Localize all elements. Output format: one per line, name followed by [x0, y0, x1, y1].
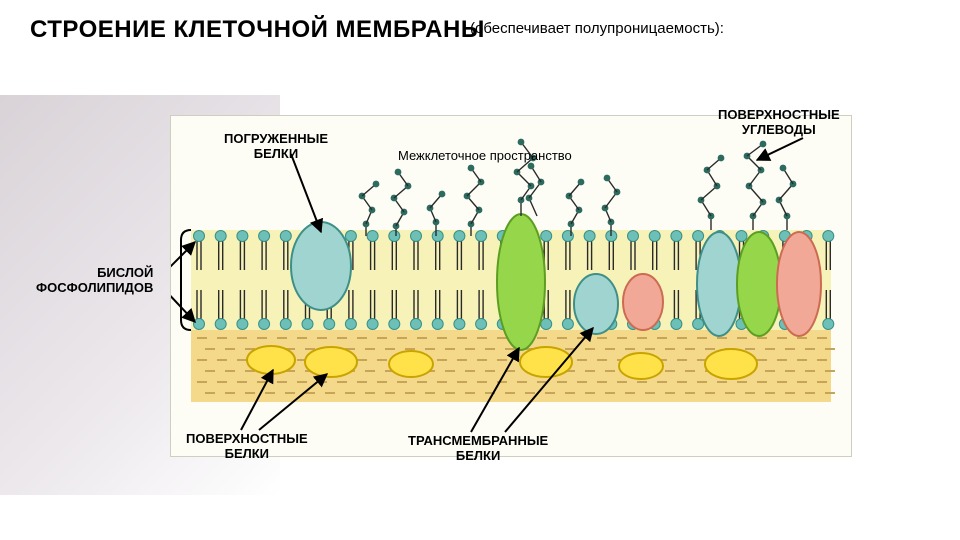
label-surface-carbs: ПОВЕРХНОСТНЫЕ УГЛЕВОДЫ [718, 108, 840, 138]
protein-surface [305, 347, 357, 377]
slide-title: СТРОЕНИЕ КЛЕТОЧНОЙ МЕМБРАНЫ [30, 16, 485, 44]
label-integral-proteins: ПОГРУЖЕННЫЕ БЕЛКИ [224, 132, 328, 162]
slide-subtitle: (обеспечивает полупроницаемость): [470, 20, 724, 37]
protein-pair-blue [697, 232, 741, 336]
protein-pair-green [737, 232, 781, 336]
label-phospholipid-bilayer: БИСЛОЙ ФОСФОЛИПИДОВ [36, 266, 153, 296]
slide-root: СТРОЕНИЕ КЛЕТОЧНОЙ МЕМБРАНЫ (обеспечивае… [0, 0, 960, 540]
protein-surface [389, 351, 433, 377]
protein-pair-pink [777, 232, 821, 336]
protein-surface [247, 346, 295, 374]
protein-small-blue [574, 274, 618, 334]
diagram-svg [171, 116, 851, 456]
label-surface-proteins: ПОВЕРХНОСТНЫЕ БЕЛКИ [186, 432, 308, 462]
label-extracellular-space: Межклеточное пространство [398, 149, 572, 164]
protein-integral [291, 222, 351, 310]
membrane-diagram [170, 115, 852, 457]
protein-transmembrane [497, 214, 545, 350]
protein-surface [705, 349, 757, 379]
protein-small-pink [623, 274, 663, 330]
label-transmembrane-proteins: ТРАНСМЕМБРАННЫЕ БЕЛКИ [408, 434, 548, 464]
protein-surface [619, 353, 663, 379]
